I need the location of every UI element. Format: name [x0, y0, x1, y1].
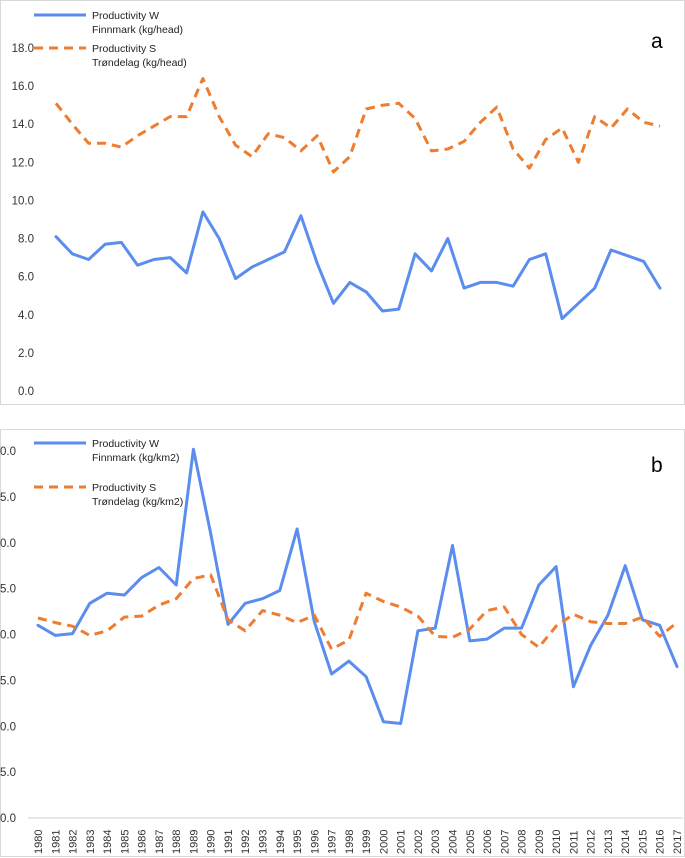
panel-b-xtick: 1996 — [309, 830, 321, 854]
panel-a-ytick: 12.0 — [12, 157, 34, 169]
panel-a-ytick: 4.0 — [18, 310, 34, 322]
panel-a: 0.0 2.0 4.0 6.0 8.0 10.0 12.0 14.0 16.0 18.0 Prod… — [0, 0, 685, 405]
panel-b-xtick: 2017 — [672, 830, 684, 854]
panel-b-xtick: 2005 — [465, 830, 477, 854]
panel-b-xtick: 2013 — [603, 830, 615, 854]
panel-b-ytick: 20.0 — [0, 630, 16, 642]
panel-a-ytick: 8.0 — [18, 234, 34, 246]
legend-a-w-name: Productivity W — [92, 10, 159, 22]
panel-a-label: a — [651, 30, 663, 53]
panel-b-xtick: 2002 — [413, 830, 425, 854]
panel-b-legend: Productivity W Finnmark (kg/km2) Product… — [34, 438, 183, 508]
panel-b-series-s-line — [37, 573, 678, 651]
panel-b-xtick: 1980 — [33, 830, 45, 854]
panel-b-ytick: 5.0 — [0, 767, 16, 779]
panel-b-xtick: 1993 — [258, 830, 270, 854]
panel-b-xtick: 1994 — [275, 830, 287, 854]
panel-b-ytick: 0.0 — [0, 813, 16, 825]
panel-b-xtick: 2010 — [551, 830, 563, 854]
panel-b-xtick: 2007 — [499, 830, 511, 854]
panel-b-xtick: 1990 — [206, 830, 218, 854]
panel-a-ytick: 10.0 — [12, 195, 34, 207]
panel-b-ytick: 35.0 — [0, 492, 16, 504]
panel-a-axis: 0.0 2.0 4.0 6.0 8.0 10.0 12.0 14.0 16.0 18.0 — [12, 43, 34, 398]
panel-b-ytick: 30.0 — [0, 538, 16, 550]
panel-b-xtick: 1985 — [119, 830, 131, 854]
panel-b-xtick: 2000 — [378, 830, 390, 854]
panel-b-xtick: 1992 — [240, 830, 252, 854]
panel-a-ytick: 14.0 — [12, 119, 34, 131]
panel-b-label: b — [651, 454, 663, 477]
panel-a-series-w-line — [54, 210, 662, 321]
panel-b-xtick: 1986 — [137, 830, 149, 854]
panel-b-xtick: 1987 — [154, 830, 166, 854]
panel-a-ytick: 18.0 — [12, 43, 34, 55]
panel-b-xtick: 2009 — [534, 830, 546, 854]
panel-b-xtick: 2012 — [586, 830, 598, 854]
panel-b-ytick: 15.0 — [0, 675, 16, 687]
panel-b-xtick: 1981 — [50, 830, 62, 854]
panel-b-xtick: 1997 — [327, 830, 339, 854]
panel-a-legend: Productivity W Finnmark (kg/head) Produc… — [34, 10, 187, 69]
panel-b-xtick: 2006 — [482, 830, 494, 854]
panel-b-xtick: 2015 — [637, 830, 649, 854]
panel-a-series — [54, 77, 662, 321]
legend-a-w-unit: Finnmark (kg/head) — [92, 24, 183, 36]
panel-b-xtick: 2016 — [655, 830, 667, 854]
panel-b-xtick: 1999 — [361, 830, 373, 854]
panel-a-ytick: 6.0 — [18, 272, 34, 284]
legend-a-s-name: Productivity S — [92, 43, 156, 55]
panel-b-xtick: 2003 — [430, 830, 442, 854]
panel-b-xtick: 2004 — [447, 830, 459, 854]
panel-b-ytick: 40.0 — [0, 446, 16, 458]
panel-b-xtick: 1991 — [223, 830, 235, 854]
panel-b-xtick: 2014 — [620, 830, 632, 854]
panel-a-frame — [0, 0, 685, 405]
panel-b-xtick: 2011 — [568, 830, 580, 854]
panel-b-xtick: 1989 — [188, 830, 200, 854]
panel-a-ytick: 16.0 — [12, 81, 34, 93]
panel-b-xtick: 2008 — [517, 830, 529, 854]
panel-b-xtick: 1983 — [85, 830, 97, 854]
legend-b-w-unit: Finnmark (kg/km2) — [92, 452, 180, 464]
panel-b-axis: 0.0 5.0 10.0 15.0 20.0 25.0 30.0 35.0 40.0 1980 19… — [0, 446, 684, 854]
panel-b-xtick: 1984 — [102, 830, 114, 854]
legend-b-s-unit: Trøndelag (kg/km2) — [92, 496, 183, 508]
panel-b: 0.0 5.0 10.0 15.0 20.0 25.0 30.0 35.0 40.0 1980 19… — [0, 429, 685, 857]
panel-a-ytick: 2.0 — [18, 348, 34, 360]
panel-b-series — [36, 447, 679, 725]
panel-b-xtick: 2001 — [396, 830, 408, 854]
panel-b-xtick: 1998 — [344, 830, 356, 854]
legend-b-w-name: Productivity W — [92, 438, 159, 450]
legend-a-s-unit: Trøndelag (kg/head) — [92, 57, 187, 69]
panel-b-xtick: 1982 — [68, 830, 80, 854]
legend-b-s-name: Productivity S — [92, 482, 156, 494]
panel-b-xtick: 1995 — [292, 830, 304, 854]
panel-b-xtick: 1988 — [171, 830, 183, 854]
panel-b-series-w-line — [36, 447, 679, 725]
panel-b-ytick: 10.0 — [0, 721, 16, 733]
panel-a-ytick: 0.0 — [18, 386, 34, 398]
panel-a-series-s-line — [54, 77, 661, 174]
panel-b-ytick: 25.0 — [0, 584, 16, 596]
